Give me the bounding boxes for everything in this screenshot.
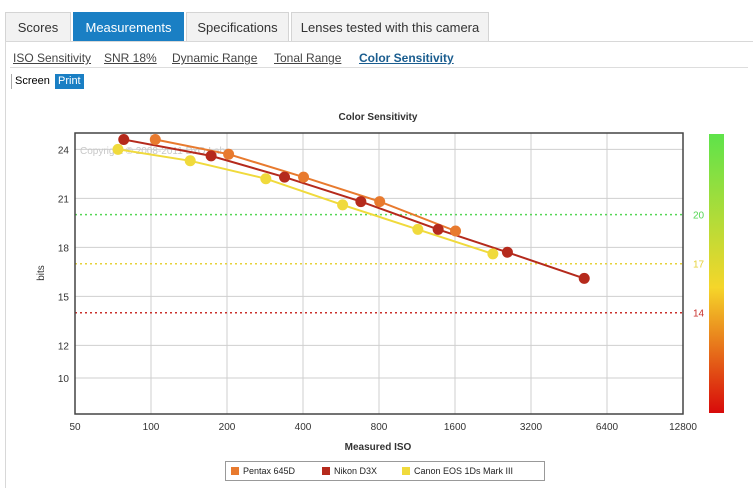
reference-label: 17	[693, 260, 705, 271]
data-point[interactable]	[205, 150, 217, 162]
tab-lenses-tested[interactable]: Lenses tested with this camera	[291, 12, 489, 42]
data-point[interactable]	[578, 272, 590, 284]
legend-item-pentax-645d: Pentax 645D	[231, 462, 295, 480]
subnav-color-sensitivity[interactable]: Color Sensitivity	[359, 51, 454, 65]
series-layer	[112, 134, 590, 284]
subnav-tonal-range[interactable]: Tonal Range	[274, 51, 342, 65]
x-axis-label: Measured ISO	[345, 442, 412, 453]
chart-title: Color Sensitivity	[339, 112, 418, 123]
data-point[interactable]	[298, 171, 310, 183]
y-tick-label: 21	[58, 194, 70, 205]
data-point[interactable]	[118, 134, 130, 146]
chart-legend: Pentax 645D Nikon D3X Canon EOS 1Ds Mark…	[225, 461, 545, 481]
x-tick-label: 1600	[444, 422, 467, 433]
legend-label: Nikon D3X	[334, 466, 378, 476]
subnav-dynamic-range[interactable]: Dynamic Range	[172, 51, 258, 65]
print-toggle[interactable]: Print	[55, 74, 84, 89]
data-point[interactable]	[112, 143, 124, 155]
reference-label: 20	[693, 211, 705, 222]
reference-lines: 20 17 14	[75, 211, 705, 320]
legend-label: Canon EOS 1Ds Mark III	[414, 466, 514, 476]
x-tick-label: 800	[371, 422, 388, 433]
data-point[interactable]	[432, 223, 444, 235]
x-tick-label: 400	[295, 422, 312, 433]
plot-frame	[74, 132, 684, 415]
x-tick-label: 12800	[669, 422, 697, 433]
data-point[interactable]	[412, 223, 424, 235]
legend-label: Pentax 645D	[243, 466, 296, 476]
legend-item-nikon-d3x: Nikon D3X	[322, 462, 377, 480]
data-point[interactable]	[223, 148, 235, 160]
screen-toggle[interactable]: Screen	[11, 74, 53, 89]
y-tick-label: 15	[58, 292, 70, 303]
legend-swatch	[322, 467, 330, 475]
legend-swatch	[402, 467, 410, 475]
subnav-snr-18[interactable]: SNR 18%	[104, 51, 157, 65]
data-point[interactable]	[260, 173, 272, 185]
legend-swatch	[231, 467, 239, 475]
data-point[interactable]	[355, 196, 367, 208]
x-tick-label: 100	[143, 422, 160, 433]
data-point[interactable]	[184, 155, 196, 167]
y-tick-label: 12	[58, 341, 70, 352]
data-point[interactable]	[501, 246, 513, 258]
reference-label: 14	[693, 309, 705, 320]
subnav-divider	[10, 67, 748, 68]
x-tick-label: 200	[219, 422, 236, 433]
y-axis: 10 12 15 18 21 24	[58, 145, 70, 385]
x-axis: 50 100 200 400 800 1600 3200 6400 12800	[69, 422, 697, 433]
data-point[interactable]	[337, 199, 349, 211]
y-tick-label: 24	[58, 145, 70, 156]
data-point[interactable]	[279, 171, 291, 183]
subnav-iso-sensitivity[interactable]: ISO Sensitivity	[13, 51, 92, 65]
tab-measurements[interactable]: Measurements	[73, 12, 184, 42]
data-point[interactable]	[149, 134, 161, 146]
series-line	[117, 148, 494, 255]
data-point[interactable]	[487, 248, 499, 260]
y-tick-label: 10	[58, 374, 70, 385]
legend-item-canon-eos-1ds-mark-iii: Canon EOS 1Ds Mark III	[402, 462, 513, 480]
tab-scores[interactable]: Scores	[5, 12, 71, 42]
data-point[interactable]	[450, 225, 462, 237]
data-point[interactable]	[374, 196, 386, 208]
y-axis-label: bits	[36, 265, 47, 281]
watermark: Copyright © 2008-2011 DxO Labs	[80, 146, 230, 157]
tab-bar: Scores Measurements Specifications Lense…	[0, 0, 753, 42]
x-tick-label: 6400	[596, 422, 619, 433]
x-tick-label: 50	[69, 422, 81, 433]
tab-specifications[interactable]: Specifications	[186, 12, 289, 42]
x-tick-label: 3200	[520, 422, 543, 433]
y-tick-label: 18	[58, 243, 70, 254]
color-scale-bar	[709, 134, 724, 413]
